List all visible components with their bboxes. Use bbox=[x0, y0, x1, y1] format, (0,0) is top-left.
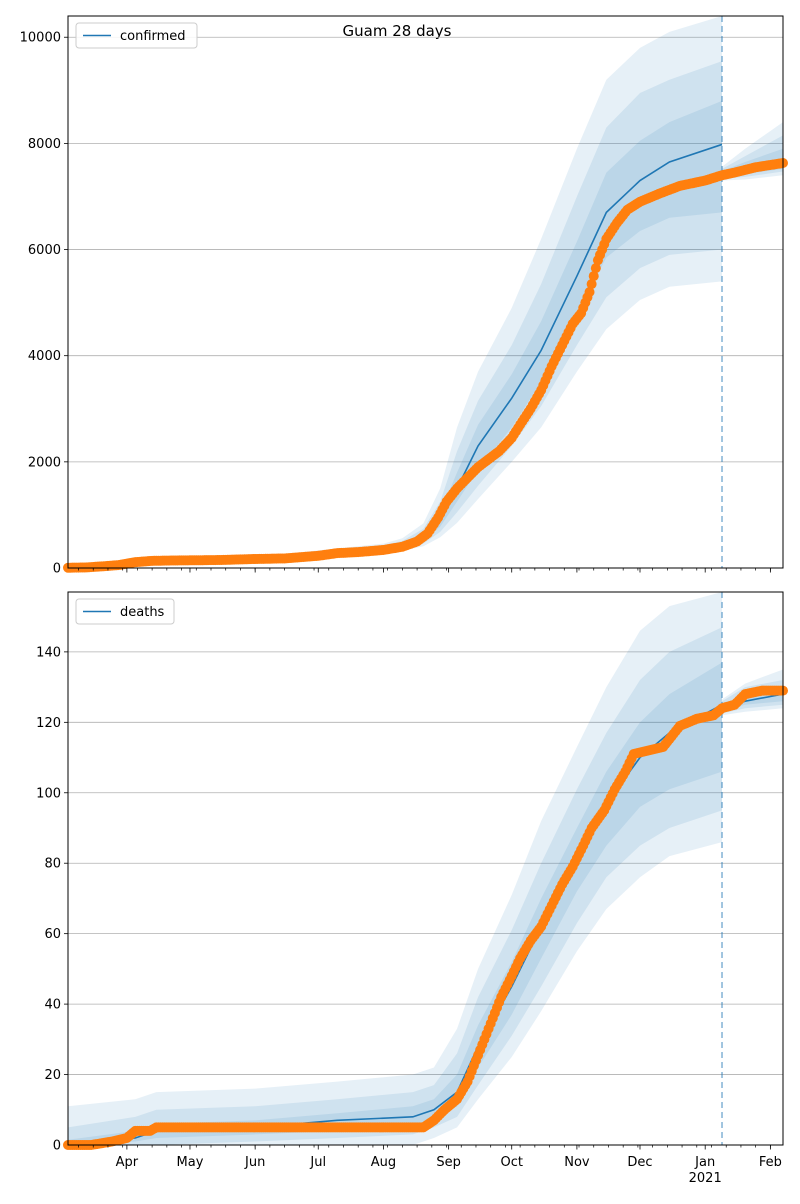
uncertainty-band-q95 bbox=[68, 16, 723, 568]
y-tick-label: 6000 bbox=[28, 243, 61, 258]
confirmed-panel: 0 2000 4000 6000 8000 10000 confirmed bbox=[20, 15, 788, 577]
y-tick-label: 10000 bbox=[20, 31, 61, 46]
x-tick-label: Jan bbox=[694, 1155, 715, 1170]
x-tick-label: Apr bbox=[116, 1155, 139, 1170]
observed-point bbox=[588, 271, 599, 282]
y-tick-label: 8000 bbox=[28, 137, 61, 152]
observed-point bbox=[590, 263, 601, 274]
x-tick-label: Nov bbox=[564, 1155, 590, 1170]
uncertainty-band-q80 bbox=[68, 627, 723, 1145]
figure-title: Guam 28 days bbox=[343, 22, 452, 40]
y-tick-label: 4000 bbox=[28, 349, 61, 364]
y-tick-label: 100 bbox=[36, 786, 61, 801]
x-tick-label: Jul bbox=[309, 1155, 326, 1170]
y-tick-label: 20 bbox=[44, 1068, 61, 1083]
legend-box bbox=[75, 598, 175, 625]
x-tick-label: May bbox=[177, 1155, 204, 1170]
y-tick-label: 120 bbox=[36, 716, 61, 731]
y-tick-label: 60 bbox=[44, 927, 61, 942]
plot-frame bbox=[67, 591, 784, 1146]
plot-frame bbox=[67, 15, 784, 569]
deaths-panel: 0 20 40 60 80 100 120 140 Apr May Jun Jul Aug Sep Oct N… bbox=[36, 591, 788, 1186]
observed-point bbox=[584, 287, 595, 297]
x-tick-label: Sep bbox=[436, 1155, 461, 1170]
x-tick-label: Dec bbox=[627, 1155, 652, 1170]
x-tick-label: Aug bbox=[371, 1155, 396, 1170]
legend-label: deaths bbox=[120, 605, 165, 620]
y-tick-label: 2000 bbox=[28, 455, 61, 470]
y-tick-label: 140 bbox=[36, 645, 61, 660]
observed-point bbox=[586, 279, 597, 290]
uncertainty-band-q80 bbox=[68, 61, 723, 568]
y-tick-label: 0 bbox=[53, 1139, 61, 1154]
uncertainty-band-q50 bbox=[68, 662, 723, 1145]
y-tick-label: 80 bbox=[44, 857, 61, 872]
y-tick-label: 0 bbox=[53, 562, 61, 577]
x-tick-label: Jun bbox=[244, 1155, 265, 1170]
x-tick-label: Oct bbox=[500, 1155, 522, 1170]
legend-box bbox=[75, 22, 198, 49]
legend-label: confirmed bbox=[120, 29, 186, 44]
x-tick-label: Feb bbox=[759, 1155, 782, 1170]
x-tick-sublabel: 2021 bbox=[689, 1171, 722, 1186]
y-tick-label: 40 bbox=[44, 998, 61, 1013]
uncertainty-band-q50 bbox=[68, 100, 723, 568]
uncertainty-band-q95 bbox=[68, 592, 723, 1145]
